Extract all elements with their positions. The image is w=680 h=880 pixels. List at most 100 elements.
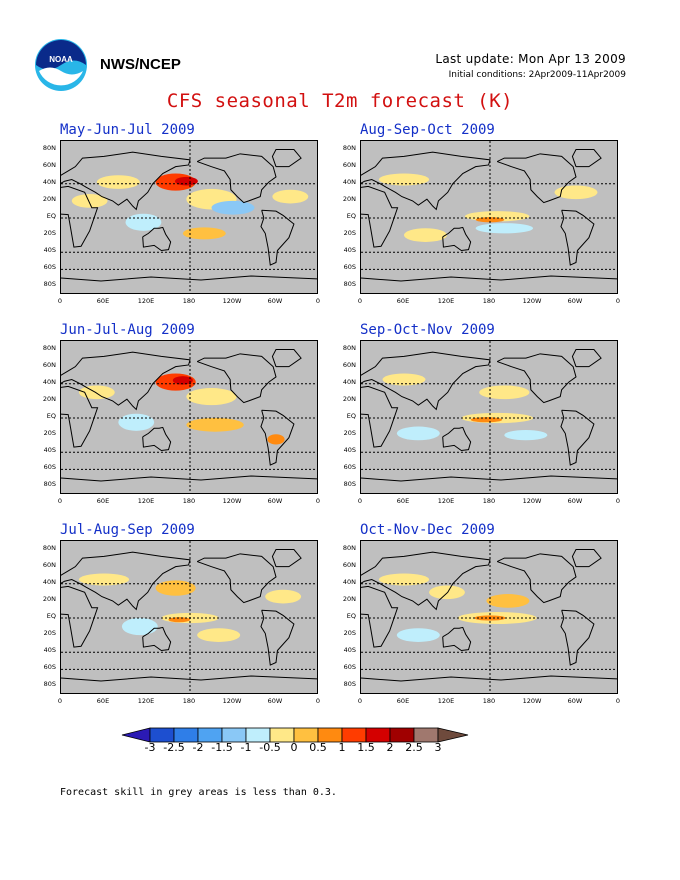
anomaly-region bbox=[479, 385, 530, 400]
colorbar-label: 1 bbox=[338, 741, 346, 754]
colorbar-label: -2 bbox=[192, 741, 204, 754]
lat-tick-label: 60N bbox=[42, 360, 56, 369]
lon-tick-label: 0 bbox=[315, 497, 321, 505]
anomaly-region bbox=[118, 413, 155, 431]
colorbar-label: 2 bbox=[386, 741, 394, 754]
lon-tick-label: 0 bbox=[615, 497, 621, 505]
last-update: Last update: Mon Apr 13 2009 bbox=[435, 52, 626, 66]
lat-tick-label: 40N bbox=[342, 377, 356, 386]
anomaly-region bbox=[78, 573, 130, 586]
lon-tick-label: 120E bbox=[137, 697, 155, 705]
lon-tick-label: 120E bbox=[137, 297, 155, 305]
coastline bbox=[361, 551, 491, 611]
lat-tick-label: 80N bbox=[342, 343, 356, 352]
lat-tick-label: 40N bbox=[42, 377, 56, 386]
anomaly-region bbox=[475, 223, 533, 234]
panel-title: May-Jun-Jul 2009 bbox=[60, 122, 195, 138]
anomaly-region bbox=[554, 185, 598, 200]
lon-tick-label: 60W bbox=[267, 297, 283, 305]
map-svg bbox=[361, 541, 617, 693]
lat-tick-label: EQ bbox=[346, 412, 356, 420]
lat-tick-label: 40N bbox=[42, 577, 56, 586]
coastline bbox=[442, 426, 472, 452]
lat-tick-label: 60S bbox=[43, 263, 56, 272]
lon-tick-label: 60W bbox=[267, 697, 283, 705]
lat-tick-label: 60N bbox=[42, 160, 56, 169]
lat-tick-label: 20N bbox=[342, 394, 356, 403]
lat-tick-label: 60S bbox=[43, 463, 56, 472]
lon-tick-label: 180 bbox=[482, 497, 496, 505]
lat-tick-label: 40S bbox=[343, 646, 356, 655]
lat-tick-label: 60N bbox=[42, 560, 56, 569]
coastline bbox=[142, 226, 172, 252]
lat-tick-label: 60S bbox=[343, 263, 356, 272]
lon-tick-label: 0 bbox=[57, 697, 63, 705]
lat-tick-label: 20S bbox=[343, 429, 356, 438]
lon-tick-label: 60E bbox=[396, 697, 410, 705]
lon-tick-label: 60W bbox=[567, 697, 583, 705]
lon-tick-label: 120W bbox=[522, 497, 542, 505]
lat-tick-label: 80S bbox=[343, 480, 356, 489]
coastline bbox=[560, 609, 595, 666]
coastline bbox=[496, 553, 577, 604]
coastline bbox=[260, 409, 295, 466]
colorbar-label: 3 bbox=[434, 741, 442, 754]
lon-tick-label: 120W bbox=[522, 297, 542, 305]
map-svg bbox=[61, 141, 317, 293]
anomaly-region bbox=[267, 434, 285, 445]
coastline bbox=[361, 185, 399, 248]
map-svg bbox=[61, 341, 317, 493]
lon-tick-label: 60E bbox=[396, 297, 410, 305]
colorbar-swatch bbox=[413, 727, 439, 743]
map-panel-3 bbox=[360, 340, 618, 494]
coastline bbox=[61, 151, 191, 211]
lon-tick-label: 120W bbox=[222, 297, 242, 305]
coastline bbox=[61, 351, 191, 411]
initial-conditions: Initial conditions: 2Apr2009-11Apr2009 bbox=[448, 70, 626, 80]
lat-tick-label: 80S bbox=[43, 680, 56, 689]
colorbar-swatch bbox=[221, 727, 247, 743]
coastline bbox=[196, 153, 277, 204]
map-panel-0 bbox=[60, 140, 318, 294]
lat-tick-label: 80S bbox=[343, 680, 356, 689]
anomaly-region bbox=[378, 573, 430, 586]
lat-tick-label: 20N bbox=[342, 594, 356, 603]
lon-tick-label: 0 bbox=[57, 297, 63, 305]
colorbar-swatch bbox=[293, 727, 319, 743]
anomaly-region bbox=[182, 227, 226, 240]
lat-tick-label: 80S bbox=[43, 480, 56, 489]
colorbar-label: 0 bbox=[290, 741, 298, 754]
lat-tick-label: 20N bbox=[42, 394, 56, 403]
coastline bbox=[560, 209, 595, 266]
lon-tick-label: 0 bbox=[357, 697, 363, 705]
lon-tick-label: 60E bbox=[96, 497, 110, 505]
lat-tick-label: 40S bbox=[43, 646, 56, 655]
coastline bbox=[196, 353, 277, 404]
noaa-logo: NOAA bbox=[35, 39, 87, 91]
footnote: Forecast skill in grey areas is less tha… bbox=[60, 787, 337, 798]
lat-tick-label: 80N bbox=[42, 543, 56, 552]
coastline bbox=[361, 585, 399, 648]
colorbar-swatch bbox=[317, 727, 343, 743]
colorbar-swatch bbox=[269, 727, 295, 743]
coastline bbox=[61, 385, 99, 448]
lon-tick-label: 120W bbox=[222, 497, 242, 505]
map-panel-1 bbox=[360, 140, 618, 294]
lat-tick-label: 80S bbox=[343, 280, 356, 289]
panel-title: Oct-Nov-Dec 2009 bbox=[360, 522, 495, 538]
lon-tick-label: 0 bbox=[615, 297, 621, 305]
lat-tick-label: EQ bbox=[346, 612, 356, 620]
coastline bbox=[560, 409, 595, 466]
lat-tick-label: 80N bbox=[42, 343, 56, 352]
coastline bbox=[61, 675, 317, 682]
lon-tick-label: 180 bbox=[182, 497, 196, 505]
anomaly-region bbox=[486, 594, 530, 608]
anomaly-region bbox=[272, 189, 309, 204]
coastline bbox=[196, 553, 277, 604]
coastline bbox=[496, 153, 577, 204]
lon-tick-label: 60W bbox=[267, 497, 283, 505]
coastline bbox=[442, 626, 472, 652]
anomaly-region bbox=[396, 426, 440, 441]
coastline bbox=[496, 353, 577, 404]
coastline bbox=[361, 151, 491, 211]
